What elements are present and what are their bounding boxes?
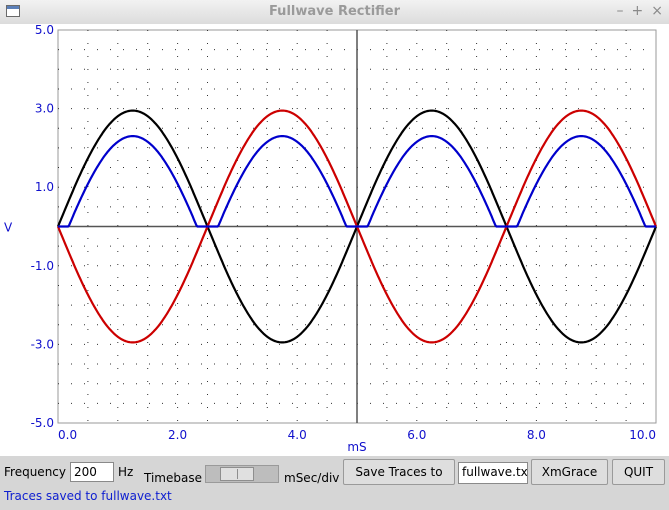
y-tick-label: 3.0 (35, 102, 54, 116)
y-tick-label: 5.0 (35, 24, 54, 37)
y-tick-label: -5.0 (31, 416, 54, 430)
x-tick-label: 2.0 (168, 428, 187, 442)
window-icon[interactable] (6, 5, 20, 17)
title-bar: Fullwave Rectifier – + × (0, 0, 669, 25)
x-axis-label: mS (347, 440, 366, 454)
x-tick-label: 4.0 (288, 428, 307, 442)
x-tick-label: 10.0 (629, 428, 656, 442)
x-tick-label: 8.0 (527, 428, 546, 442)
timebase-slider-thumb[interactable] (220, 467, 254, 481)
maximize-button[interactable]: + (631, 3, 644, 19)
oscilloscope-plot: 5.0 3.0 1.0 -1.0 -3.0 -5.0 0.0 2.0 4.0 6.0 8.0 10.0… (0, 24, 669, 456)
minimize-button[interactable]: – (616, 3, 624, 19)
x-tick-label: 6.0 (407, 428, 426, 442)
quit-button[interactable]: QUIT (612, 459, 665, 485)
timebase-slider[interactable] (205, 465, 279, 483)
window-title: Fullwave Rectifier (268, 4, 401, 19)
close-button[interactable]: × (651, 3, 663, 19)
filename-input[interactable]: fullwave.txt (458, 462, 528, 484)
frequency-label: Frequency (4, 465, 66, 479)
status-message: Traces saved to fullwave.txt (4, 489, 172, 503)
xmgrace-button[interactable]: XmGrace (531, 459, 608, 485)
frequency-input[interactable] (70, 462, 114, 482)
frequency-unit: Hz (118, 465, 134, 479)
save-traces-button[interactable]: Save Traces to (343, 459, 455, 485)
x-tick-label: 0.0 (58, 428, 77, 442)
y-axis-label: V (4, 221, 13, 235)
timebase-unit: mSec/div (284, 471, 340, 485)
y-tick-label: -3.0 (31, 337, 54, 351)
y-tick-label: -1.0 (31, 259, 54, 273)
timebase-label: Timebase (144, 471, 202, 485)
y-tick-label: 1.0 (35, 180, 54, 194)
trace-line (57, 135, 657, 228)
